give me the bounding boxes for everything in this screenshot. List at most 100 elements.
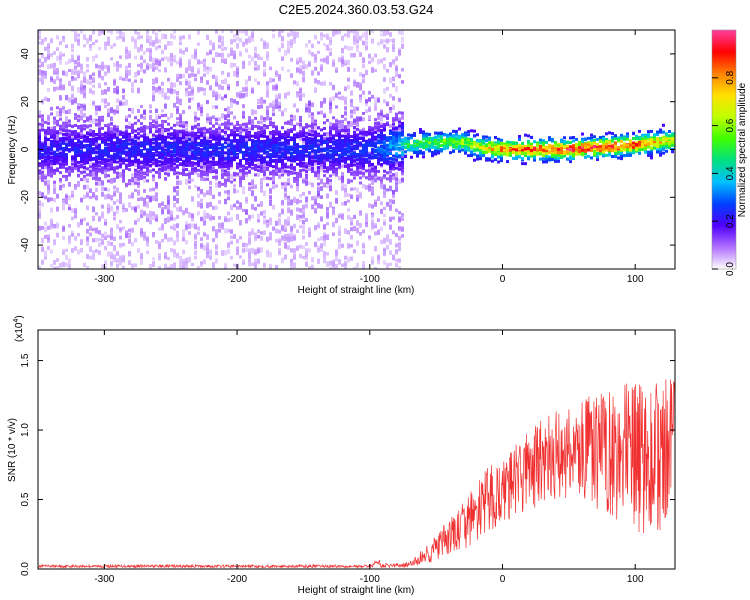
spectrogram-cell bbox=[68, 149, 71, 153]
spectrogram-cell bbox=[101, 213, 104, 219]
spectrogram-cell bbox=[260, 104, 263, 109]
spectrogram-cell bbox=[263, 42, 266, 46]
spectrogram-cell bbox=[194, 223, 197, 230]
spectrogram-cell bbox=[212, 146, 215, 150]
spectrogram-cell bbox=[149, 63, 152, 69]
spectrogram-cell bbox=[164, 34, 167, 40]
spectrogram-cell bbox=[158, 243, 161, 250]
spectrogram-cell bbox=[80, 143, 83, 147]
spectrogram-cell bbox=[308, 113, 311, 118]
spectrogram-cell bbox=[74, 184, 77, 188]
spectrogram-cell bbox=[131, 179, 134, 186]
spectrogram-cell bbox=[71, 69, 74, 75]
spectrogram-cell bbox=[290, 161, 293, 165]
spectrogram-cell bbox=[53, 168, 56, 172]
spectrogram-cell bbox=[164, 56, 167, 60]
spectrogram-cell bbox=[155, 184, 158, 188]
spectrogram-cell bbox=[62, 106, 65, 110]
spectrogram-cell bbox=[122, 203, 125, 208]
spectrogram-cell bbox=[44, 136, 47, 140]
spectrogram-cell bbox=[98, 160, 101, 164]
spectrogram-cell bbox=[266, 116, 269, 121]
spectrogram-cell bbox=[182, 151, 185, 155]
spectrogram-cell bbox=[179, 136, 182, 140]
spectrogram-cell bbox=[104, 153, 107, 157]
spectrogram-cell bbox=[80, 128, 83, 132]
spectrogram-cell bbox=[305, 182, 308, 186]
spectrogram-cell bbox=[308, 158, 311, 162]
spectrogram-cell bbox=[83, 194, 86, 199]
spectrogram-cell bbox=[44, 160, 47, 164]
spectrogram-cell bbox=[218, 222, 221, 228]
spectrogram-cell bbox=[200, 139, 203, 143]
spectrogram-cell bbox=[191, 150, 194, 154]
spectrogram-cell bbox=[206, 212, 209, 219]
spectrogram-cell bbox=[269, 217, 272, 222]
spectrogram-cell bbox=[284, 121, 287, 125]
spectrogram-cell bbox=[173, 146, 176, 150]
spectrogram-cell bbox=[119, 155, 122, 159]
spectrogram-cell bbox=[296, 245, 299, 251]
spectrogram-cell bbox=[149, 142, 152, 146]
spectrogram-cell bbox=[41, 114, 44, 118]
spectrogram-cell bbox=[149, 140, 152, 144]
spectrogram-cell bbox=[281, 42, 284, 49]
spectrogram-cell bbox=[95, 145, 98, 149]
spectrogram-cell bbox=[341, 139, 344, 143]
spectrogram-cell bbox=[53, 155, 56, 159]
spectrogram-cell bbox=[128, 194, 131, 199]
spectrogram-cell bbox=[161, 109, 164, 113]
spectrogram-cell bbox=[209, 167, 212, 171]
spectrogram-cell bbox=[128, 228, 131, 232]
spectrogram-cell bbox=[272, 104, 275, 109]
spectrogram-cell bbox=[116, 263, 119, 268]
spectrogram-cell bbox=[146, 30, 149, 35]
spectrogram-cell bbox=[308, 137, 311, 141]
spectrogram-cell bbox=[329, 97, 332, 102]
spectrogram-cell bbox=[323, 97, 326, 104]
spectrogram-cell bbox=[281, 141, 284, 145]
spectrogram-cell bbox=[74, 116, 77, 120]
spectrogram-cell bbox=[86, 125, 89, 129]
spectrogram-cell bbox=[242, 177, 245, 181]
spectrogram-cell bbox=[215, 105, 218, 109]
spectrogram-cell bbox=[254, 251, 257, 256]
spectrogram-cell bbox=[104, 218, 107, 225]
spectrogram-cell bbox=[155, 121, 158, 125]
spectrogram-cell bbox=[119, 198, 122, 202]
spectrogram-cell bbox=[44, 256, 47, 260]
spectrogram-cell bbox=[134, 139, 137, 143]
spectrogram-cell bbox=[134, 71, 137, 78]
spectrogram-cell bbox=[302, 220, 305, 225]
spectrogram-cell bbox=[155, 32, 158, 38]
spectrogram-cell bbox=[158, 160, 161, 164]
spectrogram-cell bbox=[209, 180, 212, 185]
spectrogram-cell bbox=[104, 141, 107, 145]
spectrogram-cell bbox=[119, 192, 122, 199]
spectrogram-cell bbox=[233, 151, 236, 155]
spectrogram-cell bbox=[41, 143, 44, 147]
spectrogram-cell bbox=[125, 118, 128, 122]
spectrogram-cell bbox=[224, 121, 227, 125]
spectrogram-cell bbox=[254, 67, 257, 71]
spectrogram-cell bbox=[317, 133, 320, 137]
spectrogram-cell bbox=[188, 142, 191, 146]
spectrogram-cell bbox=[206, 202, 209, 209]
spectrogram-cell bbox=[38, 137, 41, 141]
spectrogram-cell bbox=[332, 166, 335, 170]
spectrogram-cell bbox=[338, 137, 341, 141]
spectrogram-cell bbox=[116, 144, 119, 148]
spectrogram-cell bbox=[233, 34, 236, 38]
spectrogram-cell bbox=[185, 87, 188, 92]
spectrogram-cell bbox=[83, 152, 86, 156]
spectrogram-cell bbox=[227, 84, 230, 89]
spectrogram-cell bbox=[47, 159, 50, 163]
spectrogram-cell bbox=[80, 103, 83, 109]
spectrogram-cell bbox=[242, 164, 245, 168]
spectrogram-cell bbox=[299, 154, 302, 158]
spectrogram-cell bbox=[290, 145, 293, 149]
spectrogram-cell bbox=[263, 210, 266, 215]
spectrogram-cell bbox=[143, 159, 146, 163]
spectrogram-cell bbox=[320, 147, 323, 151]
spectrogram-cell bbox=[65, 167, 68, 171]
